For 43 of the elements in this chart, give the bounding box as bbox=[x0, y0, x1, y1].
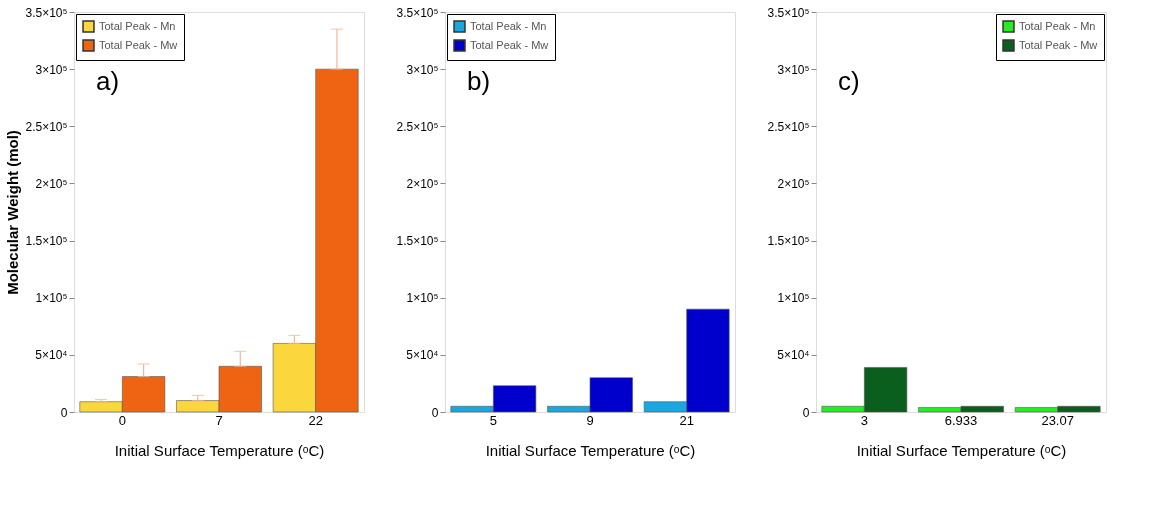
y-tick-label: 1.5×10⁵ bbox=[25, 234, 68, 249]
x-tick-label: 9 bbox=[586, 412, 594, 428]
legend-label: Total Peak - Mn bbox=[470, 19, 547, 32]
x-tick-label: 5 bbox=[489, 412, 497, 428]
x-tick-label: 22 bbox=[308, 412, 323, 428]
y-tick-label: 5×10⁴ bbox=[406, 348, 439, 363]
legend-label: Total Peak - Mw bbox=[99, 38, 178, 51]
x-axis-title: Initial Surface Temperature (ᵒC) bbox=[114, 441, 325, 459]
x-tick-label: 3 bbox=[860, 412, 868, 428]
y-axis-title: Molecular Weight (mol) bbox=[4, 130, 22, 295]
y-tick-label: 1×10⁵ bbox=[35, 291, 68, 306]
legend-label: Total Peak - Mw bbox=[1019, 38, 1098, 51]
y-tick-label: 2.5×10⁵ bbox=[767, 119, 810, 134]
y-tick-label: 3.5×10⁵ bbox=[767, 5, 810, 20]
annotation: c) bbox=[838, 66, 860, 96]
y-tick-label: 2×10⁵ bbox=[35, 176, 68, 191]
x-axis-title: Initial Surface Temperature (ᵒC) bbox=[856, 441, 1067, 459]
y-tick-label: 3×10⁵ bbox=[777, 62, 810, 77]
y-tick-label: 3×10⁵ bbox=[406, 62, 439, 77]
annotation: b) bbox=[467, 66, 491, 96]
y-tick-label: 2.5×10⁵ bbox=[396, 119, 439, 134]
y-tick-label: 5×10⁴ bbox=[35, 348, 68, 363]
annotation: a) bbox=[96, 66, 120, 96]
y-tick-label: 5×10⁴ bbox=[777, 348, 810, 363]
x-tick-label: 23.07 bbox=[1041, 412, 1074, 428]
x-tick-label: 0 bbox=[118, 412, 126, 428]
x-tick-label: 21 bbox=[679, 412, 694, 428]
legend-label: Total Peak - Mn bbox=[99, 19, 176, 32]
y-tick-label: 2×10⁵ bbox=[777, 176, 810, 191]
x-tick-label: 7 bbox=[215, 412, 223, 428]
y-tick-label: 1×10⁵ bbox=[777, 291, 810, 306]
y-tick-label: 3.5×10⁵ bbox=[396, 5, 439, 20]
legend-label: Total Peak - Mn bbox=[1019, 19, 1096, 32]
y-tick-label: 3×10⁵ bbox=[35, 62, 68, 77]
legend-label: Total Peak - Mw bbox=[470, 38, 549, 51]
y-tick-label: 1×10⁵ bbox=[406, 291, 439, 306]
x-axis-title: Initial Surface Temperature (ᵒC) bbox=[485, 441, 696, 459]
y-tick-label: 1.5×10⁵ bbox=[396, 234, 439, 249]
x-tick-label: 6.933 bbox=[944, 412, 978, 428]
y-tick-label: 2×10⁵ bbox=[406, 176, 439, 191]
y-tick-label: 1.5×10⁵ bbox=[767, 234, 810, 249]
y-tick-label: 2.5×10⁵ bbox=[25, 119, 68, 134]
y-tick-label: 3.5×10⁵ bbox=[25, 5, 68, 20]
